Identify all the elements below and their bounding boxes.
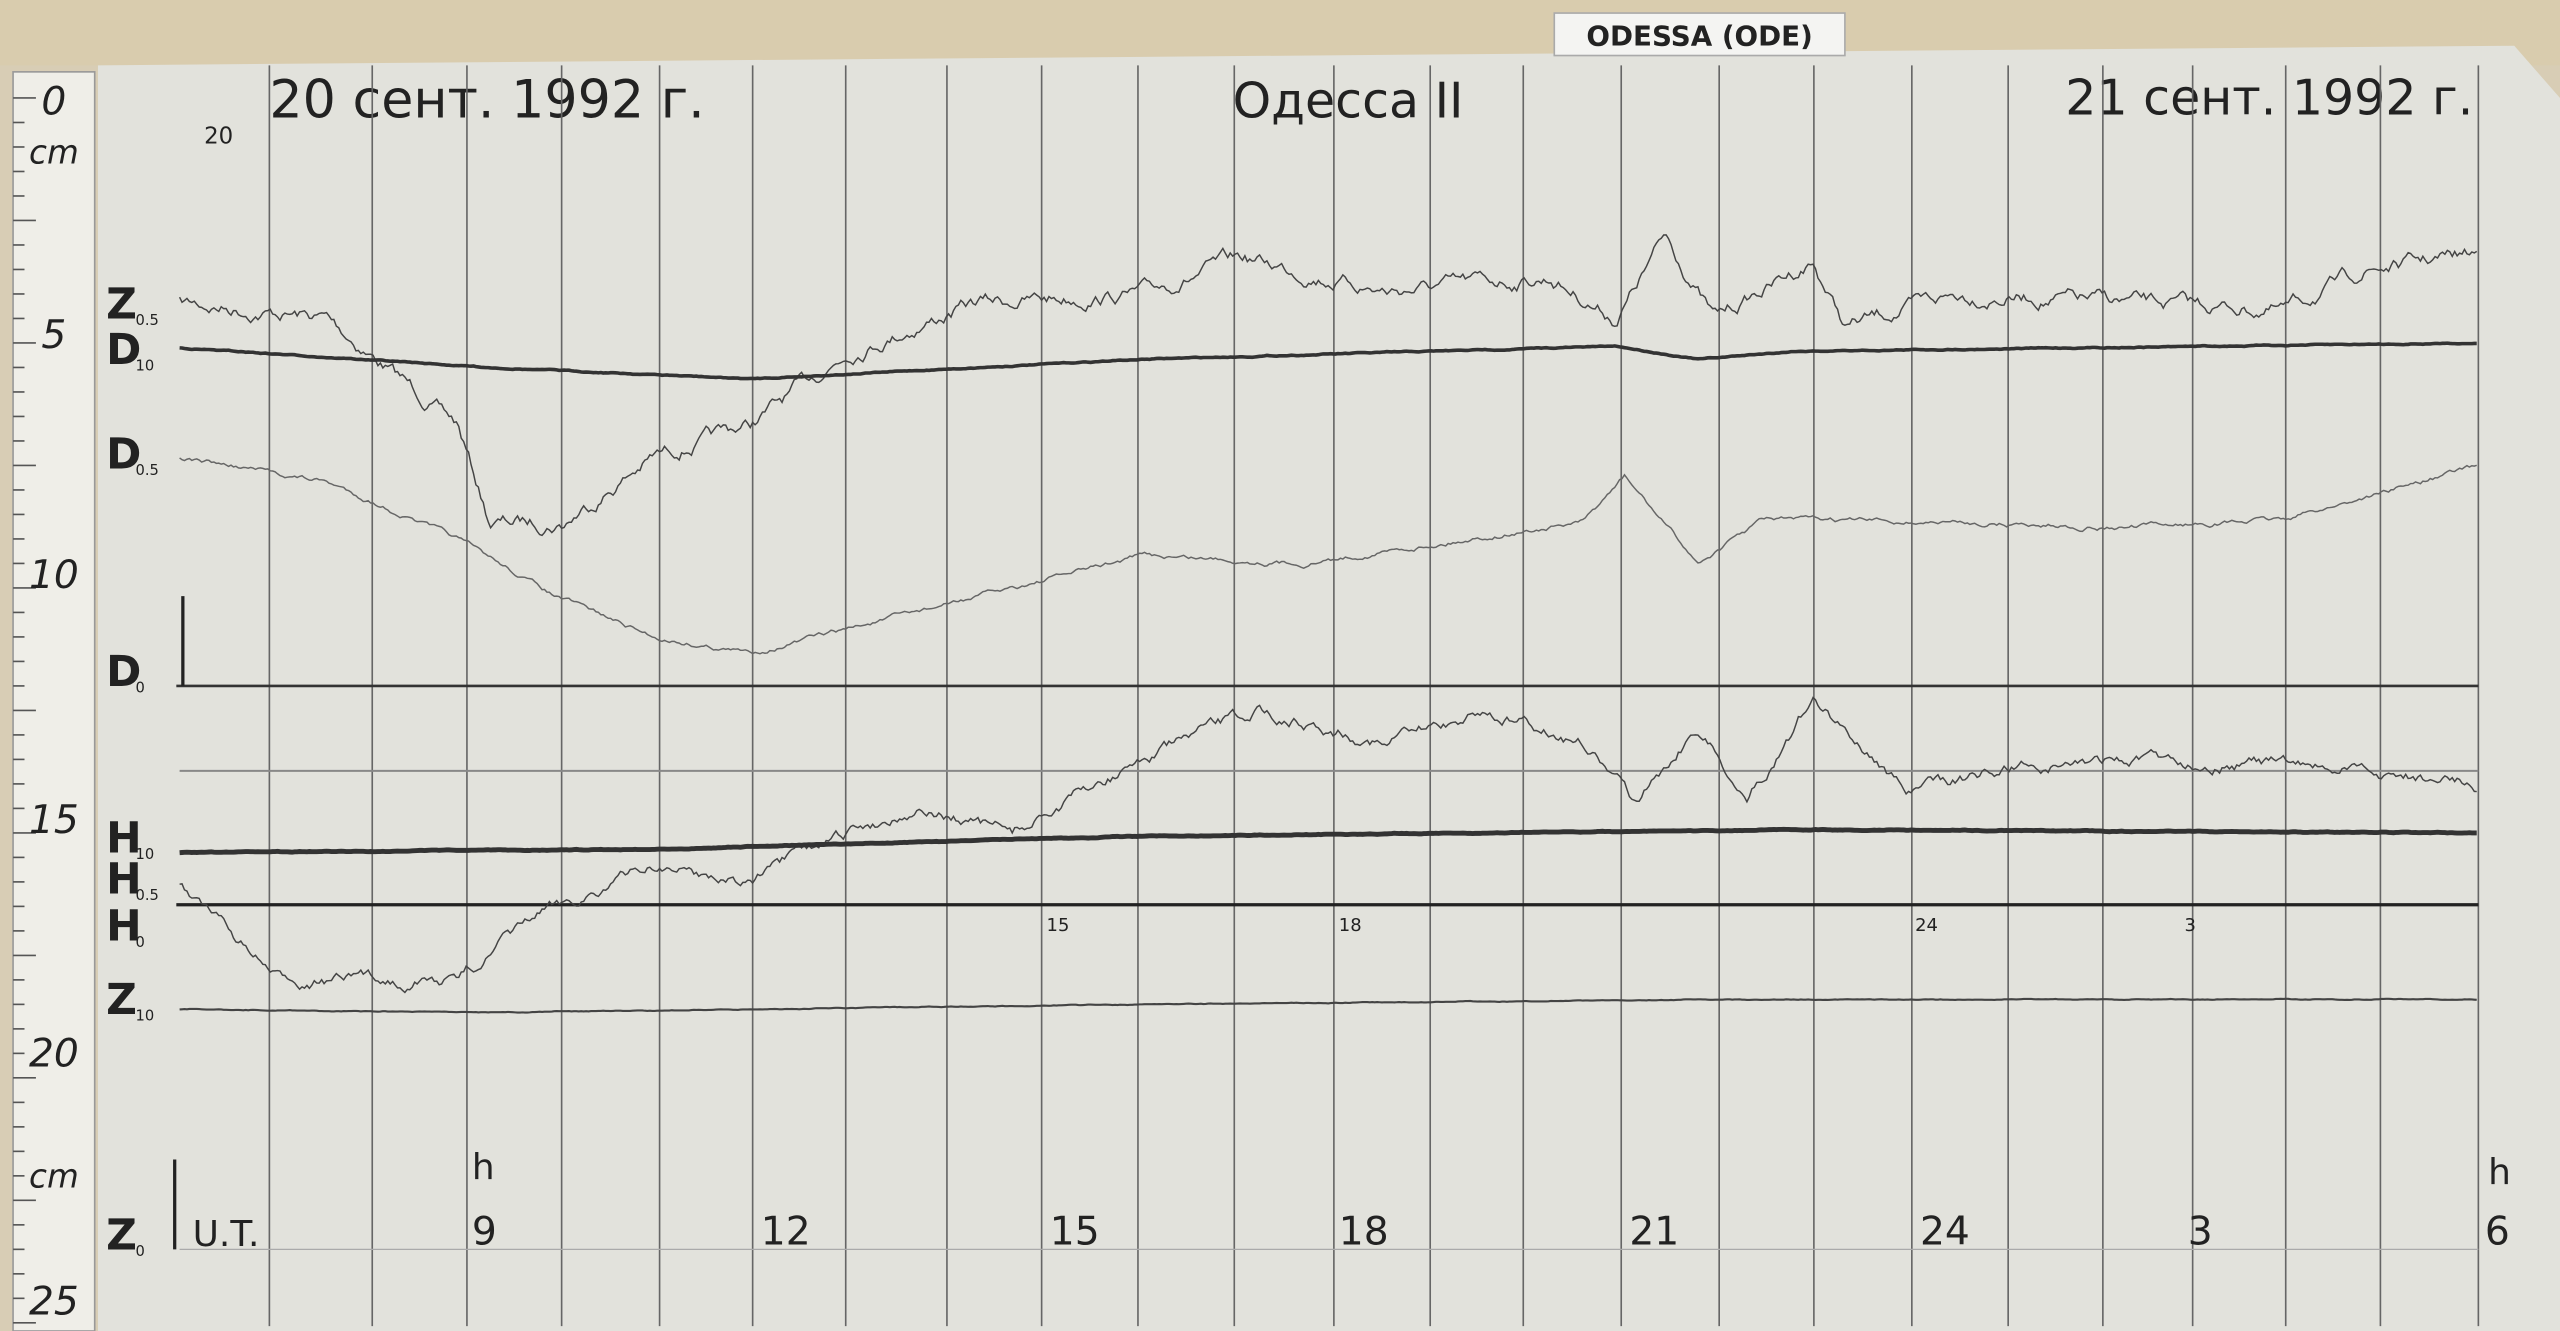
ruler-label: 0: [41, 79, 66, 124]
hour-label: 9: [472, 1209, 497, 1254]
hour-label: 12: [761, 1209, 811, 1254]
pencil-hour: 15: [1047, 915, 1070, 936]
hour-mark: h: [2488, 1152, 2511, 1193]
trace-letter: D: [106, 648, 141, 697]
trace-sub: 0.5: [136, 887, 159, 904]
trace: [179, 826, 2477, 856]
trace-letter: D: [106, 326, 141, 375]
pencil-note: 20: [204, 124, 233, 150]
trace-sub: 10: [136, 846, 155, 863]
trace-sub: 10: [136, 358, 155, 375]
hour-label: 15: [1050, 1209, 1100, 1254]
trace-letter: Z: [106, 976, 137, 1025]
trace-letter: H: [106, 903, 142, 952]
trace-sub: 0.5: [136, 462, 159, 479]
pencil-hour: 3: [2184, 915, 2195, 936]
hour-label: 18: [1339, 1209, 1389, 1254]
ruler: [12, 71, 96, 1331]
trace-letter: D: [106, 431, 141, 480]
station: Одесса II: [1233, 73, 1464, 130]
left-date: 20 сент. 1992 г.: [269, 71, 704, 131]
trace: [179, 997, 2477, 1014]
hour-label: 21: [1629, 1209, 1679, 1254]
pencil-hour: 24: [1915, 915, 1938, 936]
ruler-label: 20: [29, 1031, 79, 1076]
ruler-label: cm: [29, 133, 79, 171]
trace-sub: 10: [136, 1008, 155, 1025]
trace-sub: 0: [136, 934, 145, 951]
trace: [179, 457, 2477, 655]
plate-label: ODESSA (ODE): [1586, 20, 1812, 53]
labels: 0cm5101520cm25Z0.5D10D0.5D0H10H0.5H0Z10Z…: [29, 79, 2511, 1324]
ruler-label: 5: [41, 313, 66, 358]
unit-label: U.T.: [193, 1214, 260, 1255]
trace-sub: 0: [136, 1243, 145, 1260]
hour-label: 3: [2188, 1209, 2213, 1254]
traces: [178, 234, 2478, 1014]
hour-mark: h: [472, 1147, 495, 1188]
trace-letter: Z: [106, 1211, 137, 1260]
ruler-label: 10: [29, 553, 79, 598]
hour-label: 6: [2485, 1209, 2510, 1254]
trace: [179, 696, 2477, 994]
trace-sub: 0: [136, 679, 145, 696]
ruler-label: cm: [29, 1157, 79, 1195]
pencil-hour: 18: [1339, 915, 1362, 936]
trace-letter: H: [106, 814, 142, 863]
trace-letter: Z: [106, 280, 137, 329]
trace: [179, 341, 2477, 381]
trace: [178, 234, 2478, 537]
plate: [1553, 12, 1846, 57]
grid: [13, 65, 2480, 1327]
trace-sub: 0.5: [136, 312, 159, 329]
hour-label: 24: [1920, 1209, 1970, 1254]
ruler-label: 25: [29, 1280, 79, 1325]
right-date: 21 сент. 1992 г.: [2065, 69, 2473, 126]
trace-letter: H: [106, 855, 142, 904]
ruler-label: 15: [29, 798, 79, 843]
